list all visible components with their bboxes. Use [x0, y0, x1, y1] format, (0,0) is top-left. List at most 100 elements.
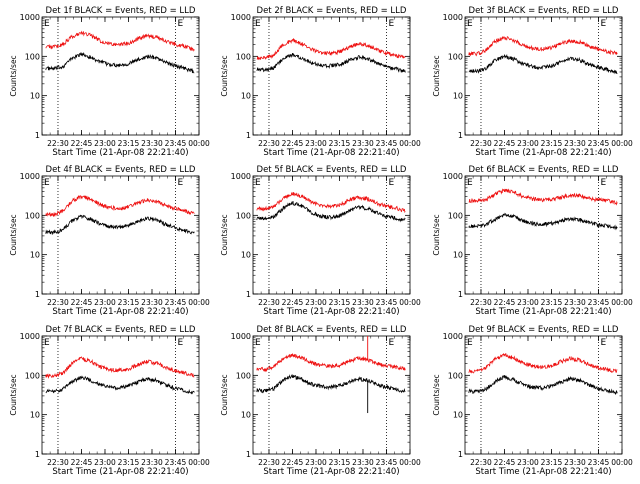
y-tick-label: 100: [25, 52, 40, 61]
x-tick-label: 00:00: [188, 458, 210, 467]
series-line-events: [256, 200, 406, 223]
chart-panel: Det 9f BLACK = Events, RED = LLD 1 10 100 10…: [432, 325, 633, 477]
x-tick-label: 23:45: [376, 458, 398, 467]
series-line-events: [45, 214, 195, 235]
x-axis-label: Start Time (21-Apr-08 22:21:40): [52, 307, 188, 317]
eclipse-marker: E: [600, 19, 606, 29]
x-tick-label: 23:00: [94, 298, 116, 307]
x-tick-label: 22:45: [71, 458, 93, 467]
chart-panel: Det 6f BLACK = Events, RED = LLD 1 10 100 10…: [432, 165, 633, 317]
y-axis-label: Counts/sec: [220, 214, 229, 255]
y-tick-label: 10: [453, 411, 463, 420]
series-line-events: [45, 51, 195, 74]
y-tick-label: 1000: [20, 172, 40, 181]
x-tick-label: 22:45: [71, 139, 93, 148]
y-axis-label: Counts/sec: [9, 55, 18, 96]
x-tick-label: 23:30: [352, 139, 374, 148]
y-axis-label: Counts/sec: [9, 374, 18, 415]
x-axis-label: Start Time (21-Apr-08 22:21:40): [475, 467, 611, 477]
plot-frame: [252, 16, 411, 136]
plot-frame: [464, 335, 623, 455]
eclipse-marker: E: [467, 19, 473, 29]
chart-title: Det 1f BLACK = Events, RED = LLD: [46, 6, 196, 16]
y-tick-label: 10: [30, 251, 40, 260]
eclipse-marker: E: [177, 19, 183, 29]
chart-title: Det 3f BLACK = Events, RED = LLD: [469, 6, 619, 16]
y-tick-label: 100: [25, 371, 40, 380]
x-tick-label: 23:30: [352, 298, 374, 307]
chart-panel: Det 7f BLACK = Events, RED = LLD 1 10 100 10…: [9, 325, 210, 477]
series-line-lld: [468, 188, 618, 206]
x-tick-label: 23:15: [118, 458, 140, 467]
series-line-lld: [468, 352, 618, 374]
y-tick-label: 100: [236, 211, 251, 220]
y-tick-label: 100: [25, 211, 40, 220]
series-line-lld: [256, 191, 406, 214]
x-tick-label: 22:45: [494, 298, 516, 307]
chart-panel: Det 4f BLACK = Events, RED = LLD 1 10 100 10…: [9, 165, 210, 317]
x-tick-label: 23:00: [517, 458, 539, 467]
series-line-lld: [468, 35, 618, 57]
chart-title: Det 4f BLACK = Events, RED = LLD: [46, 165, 196, 175]
y-tick-label: 1: [246, 131, 251, 140]
x-tick-label: 23:45: [588, 139, 610, 148]
y-tick-label: 10: [30, 411, 40, 420]
x-tick-label: 22:30: [470, 139, 492, 148]
x-tick-label: 23:30: [564, 298, 586, 307]
x-tick-label: 23:15: [541, 298, 563, 307]
y-axis-label: Counts/sec: [9, 214, 18, 255]
x-tick-label: 22:30: [258, 139, 280, 148]
eclipse-marker: E: [467, 178, 473, 188]
x-tick-label: 23:15: [541, 458, 563, 467]
plot-frame: [464, 16, 623, 136]
eclipse-marker: E: [255, 19, 261, 29]
x-tick-label: 23:15: [329, 458, 351, 467]
y-tick-label: 1: [35, 290, 40, 299]
y-tick-label: 100: [448, 52, 463, 61]
x-tick-label: 22:30: [47, 298, 69, 307]
x-axis-label: Start Time (21-Apr-08 22:21:40): [52, 148, 188, 158]
eclipse-marker: E: [255, 338, 261, 348]
chart-title: Det 5f BLACK = Events, RED = LLD: [257, 165, 407, 175]
y-tick-label: 1: [246, 450, 251, 459]
eclipse-marker: E: [388, 19, 394, 29]
x-tick-label: 00:00: [188, 139, 210, 148]
eclipse-marker: E: [388, 338, 394, 348]
y-tick-label: 1000: [443, 13, 463, 22]
y-tick-label: 10: [241, 411, 251, 420]
x-tick-label: 23:00: [517, 139, 539, 148]
x-tick-label: 22:45: [71, 298, 93, 307]
chart-title: Det 2f BLACK = Events, RED = LLD: [257, 6, 407, 16]
y-tick-label: 1: [458, 450, 463, 459]
chart-panel: Det 2f BLACK = Events, RED = LLD 1 10 100 10…: [220, 6, 421, 158]
x-tick-label: 22:45: [282, 458, 304, 467]
x-tick-label: 22:30: [258, 298, 280, 307]
x-axis-label: Start Time (21-Apr-08 22:21:40): [263, 467, 399, 477]
y-tick-label: 100: [236, 52, 251, 61]
x-tick-label: 23:00: [94, 458, 116, 467]
x-tick-label: 23:15: [118, 298, 140, 307]
x-tick-label: 23:00: [94, 139, 116, 148]
y-axis-label: Counts/sec: [432, 374, 441, 415]
x-tick-label: 22:45: [494, 458, 516, 467]
series-line-lld: [45, 30, 195, 52]
x-tick-label: 22:30: [470, 298, 492, 307]
x-tick-label: 22:45: [282, 298, 304, 307]
y-tick-label: 100: [448, 371, 463, 380]
y-tick-label: 1000: [231, 172, 251, 181]
x-tick-label: 23:45: [165, 458, 187, 467]
plot-frame: [41, 335, 200, 455]
x-tick-label: 00:00: [611, 458, 633, 467]
y-tick-label: 100: [448, 211, 463, 220]
y-tick-label: 1: [246, 290, 251, 299]
eclipse-marker: E: [44, 338, 50, 348]
x-tick-label: 23:15: [118, 139, 140, 148]
y-tick-label: 10: [241, 92, 251, 101]
y-tick-label: 10: [453, 251, 463, 260]
eclipse-marker: E: [600, 338, 606, 348]
x-tick-label: 22:45: [282, 139, 304, 148]
x-tick-label: 23:45: [588, 458, 610, 467]
x-tick-label: 23:30: [352, 458, 374, 467]
